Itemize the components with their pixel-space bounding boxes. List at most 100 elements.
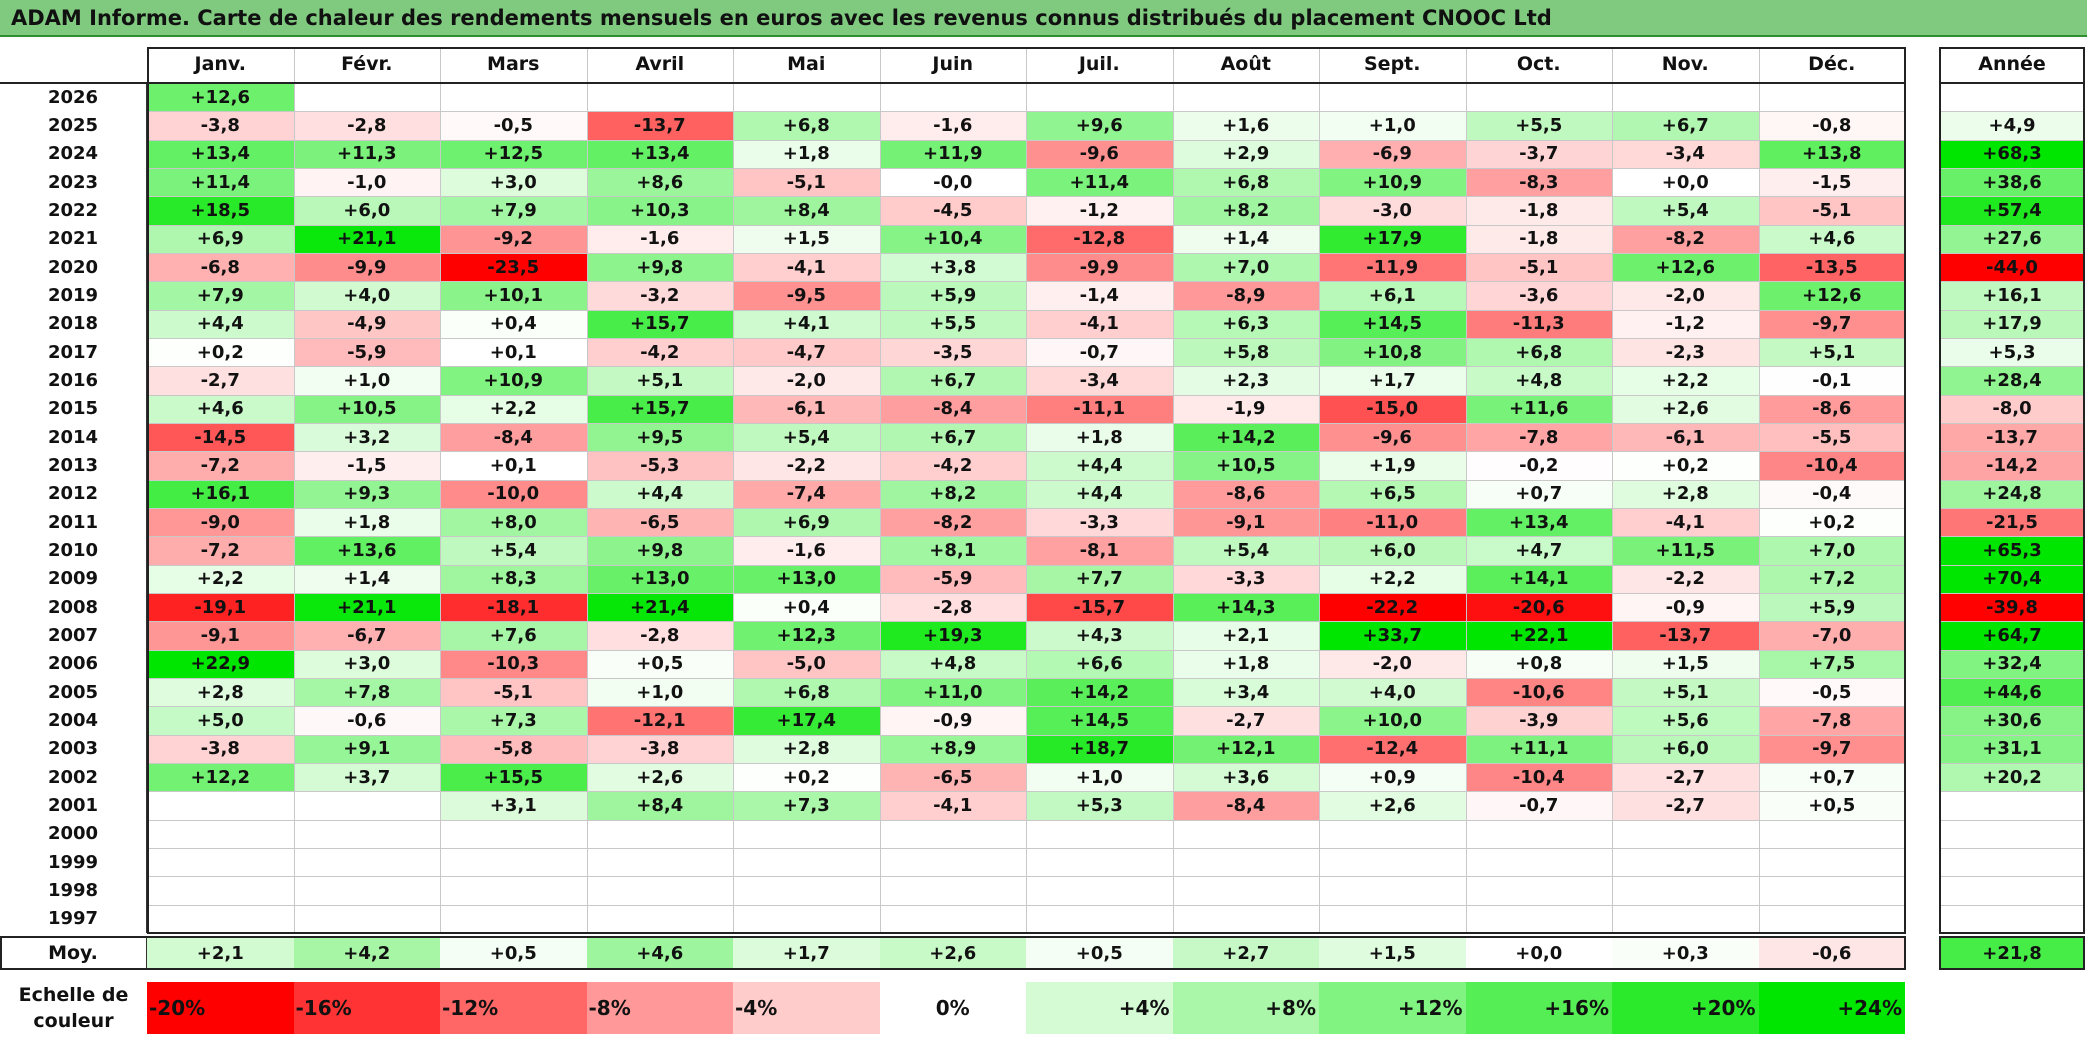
heatmap-cell: -9,6 <box>1026 139 1173 168</box>
heatmap-cell: +11,4 <box>1026 167 1173 197</box>
month-header: Mai <box>787 53 826 75</box>
heatmap-cell: +0,4 <box>733 592 880 622</box>
heatmap-cell: +5,0 <box>147 706 294 735</box>
grid-line <box>1939 394 2085 396</box>
heatmap-cell: +6,5 <box>1319 479 1466 508</box>
grid-line <box>147 111 1905 113</box>
heatmap-cell: +6,7 <box>1612 111 1759 140</box>
heatmap-cell: -5,9 <box>293 337 440 367</box>
heatmap-cell: +8,6 <box>586 167 733 197</box>
heatmap-cell: +14,1 <box>1465 564 1612 593</box>
heatmap-cell: +3,8 <box>879 252 1026 282</box>
grid-line <box>147 139 1905 141</box>
heatmap-cell: +1,5 <box>733 224 880 253</box>
grid-line <box>147 677 1905 679</box>
year-label: 2015 <box>0 394 147 423</box>
heatmap-cell: +5,6 <box>1612 706 1759 735</box>
heatmap-cell: -6,9 <box>1319 139 1466 168</box>
header-divider <box>1939 82 2085 84</box>
heatmap-cell <box>440 904 587 933</box>
heatmap-cell: -2,0 <box>1612 281 1759 310</box>
grid-line <box>1939 366 2085 368</box>
heatmap-cell: +9,8 <box>586 536 733 565</box>
grid-line <box>147 337 1905 339</box>
year-label: 2023 <box>0 167 147 197</box>
color-scale-swatch: -12% <box>440 982 587 1034</box>
heatmap-cell: -3,9 <box>1465 706 1612 735</box>
heatmap-cell: +1,8 <box>1026 422 1173 452</box>
heatmap-cell: +12,3 <box>733 621 880 650</box>
heatmap-cell: +2,2 <box>440 394 587 423</box>
heatmap-cell: +2,3 <box>1172 366 1319 395</box>
heatmap-cell: +0,5 <box>586 649 733 678</box>
annual-cell <box>1939 83 2085 112</box>
heatmap-cell <box>733 83 880 112</box>
heatmap-cell: +9,3 <box>293 479 440 508</box>
average-cell: +0,5 <box>1026 938 1173 968</box>
heatmap-cell: -11,1 <box>1026 394 1173 423</box>
annual-cell: +5,3 <box>1939 337 2085 367</box>
heatmap-cell: +5,5 <box>879 309 1026 338</box>
heatmap-cell: -1,2 <box>1612 309 1759 338</box>
heatmap-cell: -1,0 <box>293 167 440 197</box>
heatmap-cell <box>293 876 440 905</box>
heatmap-cell: -2,3 <box>1612 337 1759 367</box>
heatmap-cell <box>1465 819 1612 848</box>
heatmap-cell <box>879 83 1026 112</box>
heatmap-cell: +5,1 <box>1758 337 1905 367</box>
heatmap-cell: -0,6 <box>293 706 440 735</box>
heatmap-cell: +15,7 <box>586 309 733 338</box>
year-label: 2025 <box>0 111 147 140</box>
heatmap-cell <box>733 904 880 933</box>
heatmap-cell: +17,9 <box>1319 224 1466 253</box>
heatmap-cell <box>1758 876 1905 905</box>
heatmap-cell: -2,8 <box>293 111 440 140</box>
heatmap-cell: +0,7 <box>1465 479 1612 508</box>
average-cell: +2,7 <box>1172 938 1319 968</box>
month-header: Avril <box>635 53 685 75</box>
annual-cell: +32,4 <box>1939 649 2085 678</box>
color-scale-label: Echelle de couleur <box>18 984 129 1032</box>
heatmap-cell: +6,8 <box>733 677 880 707</box>
heatmap-cell: -3,4 <box>1026 366 1173 395</box>
heatmap-cell: +1,4 <box>293 564 440 593</box>
heatmap-cell: -3,6 <box>1465 281 1612 310</box>
grid-line <box>1939 224 2085 226</box>
grid-line <box>1939 592 2085 594</box>
year-label: 1998 <box>0 876 147 905</box>
heatmap-cell: +0,2 <box>147 337 294 367</box>
heatmap-cell: -9,1 <box>1172 507 1319 537</box>
grid-line <box>1939 479 2085 481</box>
heatmap-cell: +9,8 <box>586 252 733 282</box>
heatmap-cell: -1,5 <box>1758 167 1905 197</box>
color-scale-swatch: +8% <box>1172 982 1319 1034</box>
heatmap-cell: +12,6 <box>1758 281 1905 310</box>
annual-cell: +31,1 <box>1939 734 2085 763</box>
heatmap-cell <box>147 847 294 877</box>
year-label: 2016 <box>0 366 147 395</box>
heatmap-cell: -1,8 <box>1465 224 1612 253</box>
heatmap-cell: +12,6 <box>1612 252 1759 282</box>
grid-line <box>1939 734 2085 736</box>
heatmap-cell: -0,2 <box>1465 451 1612 480</box>
heatmap-cell <box>293 83 440 112</box>
grid-line <box>147 904 1905 906</box>
heatmap-cell: +2,6 <box>586 762 733 792</box>
heatmap-cell: +13,6 <box>293 536 440 565</box>
grid-line <box>147 479 1905 481</box>
heatmap-cell: +6,0 <box>1319 536 1466 565</box>
heatmap-cell: -10,4 <box>1758 451 1905 480</box>
year-label: 2009 <box>0 564 147 593</box>
heatmap-cell <box>1612 876 1759 905</box>
heatmap-cell: -8,2 <box>1612 224 1759 253</box>
heatmap-cell: -14,5 <box>147 422 294 452</box>
heatmap-cell: +4,4 <box>1026 451 1173 480</box>
heatmap-cell: +10,9 <box>1319 167 1466 197</box>
grid-line <box>147 252 1905 254</box>
heatmap-cell: +3,0 <box>293 649 440 678</box>
heatmap-cell: -0,1 <box>1758 366 1905 395</box>
heatmap-cell: +6,7 <box>879 422 1026 452</box>
heatmap-cell: +9,5 <box>586 422 733 452</box>
heatmap-cell: +14,5 <box>1026 706 1173 735</box>
grid-line <box>147 621 1905 623</box>
